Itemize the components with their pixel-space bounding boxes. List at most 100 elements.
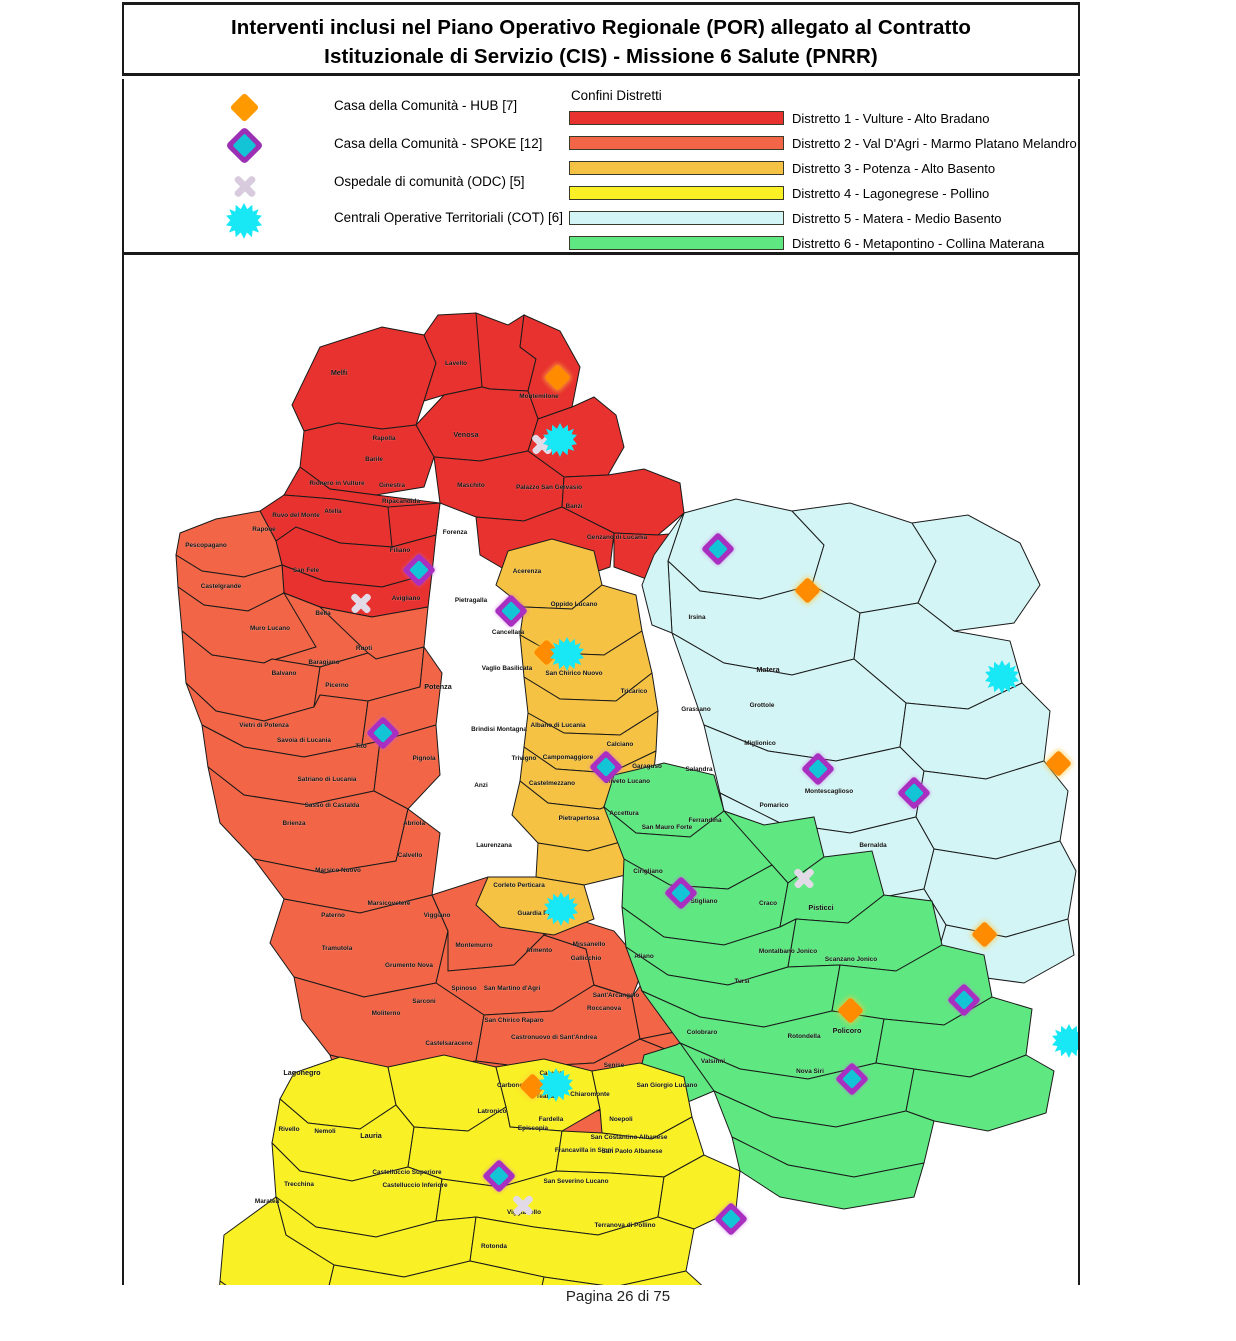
map-town-label: Oliveto Lucano [604,778,650,785]
map-town-label: Filiano [390,547,411,554]
legend-item-spoke: Casa della Comunità - SPOKE [12] [124,126,554,165]
map-town-label: Montemurro [455,942,492,949]
map-town-label: Venosa [453,430,479,439]
map-town-label: Lauria [360,1131,383,1140]
map-town-label: Tramutola [322,945,353,952]
map-town-label: Barile [365,456,383,463]
legend-item-district-1: Distretto 1 - Vulture - Alto Bradano [124,109,990,131]
legend-label-odc: Ospedale di comunità (ODC) [5] [334,174,525,189]
map-town-label: San Chirico Raparo [484,1017,543,1024]
district-2-swatch [569,136,784,150]
map-town-label: Tito [355,743,367,750]
map-town-label: Fardella [539,1116,564,1123]
legend-item-cot: Centrali Operative Territoriali (COT) [6… [124,203,563,239]
district-5-label: Distretto 5 - Matera - Medio Basento [792,211,1002,226]
map-town-label: Missanello [573,941,606,948]
map-town-label: Maschito [457,482,485,489]
map-town-label: Chiaromonte [570,1091,610,1098]
map-town-label: Pietragalla [455,597,488,604]
map-town-label: Trivigno [512,755,537,762]
map-town-label: Terranova di Pollino [595,1222,656,1229]
map-town-label: Spinoso [451,985,476,992]
map-town-label: Moliterno [372,1010,401,1017]
map-town-label: Ferrandina [688,817,721,824]
map-town-label: Pisticci [808,903,833,912]
map-town-label: Paterno [321,912,345,919]
map-town-label: San Severino Lucano [544,1178,609,1185]
map-town-label: Marsicovetere [368,900,411,907]
map-town-label: Senise [604,1062,625,1069]
title-line-1: Interventi inclusi nel Piano Operativo R… [230,16,972,39]
map-town-label: Montescaglioso [805,788,853,795]
map-town-label: Ripacandida [382,498,420,505]
page-footer: Pagina 26 di 75 [565,1288,671,1305]
title-line-2: Istituzionale di Servizio (CIS) - Missio… [324,45,878,68]
map-town-label: Rivello [279,1126,300,1133]
map-town-label: Rapolla [372,435,396,442]
map-town-label: Francavilla in Sinni [555,1147,613,1154]
map-town-label: Vaglio Basilicata [482,665,533,672]
map-town-label: Trecchina [284,1181,314,1188]
map-town-label: Sasso di Castalda [305,802,360,809]
map-town-label: Garaguso [632,763,662,770]
map-town-label: Noepoli [609,1116,633,1123]
map-town-label: Colobraro [687,1029,718,1036]
district-1-swatch [569,111,784,125]
map-town-label: Acerenza [513,568,542,575]
map-town-label: Forenza [443,529,468,536]
map-town-label: San Mauro Forte [642,824,693,831]
map-town-label: Grassano [681,706,711,713]
legend-item-odc: Ospedale di comunità (ODC) [5] [124,167,554,201]
map-town-label: Muro Lucano [250,625,290,632]
map-town-label: Montalbano Jonico [759,948,817,955]
map-town-label: Campomaggiore [543,754,594,761]
map-town-label: Viggiano [424,912,451,919]
map-town-label: San Fele [293,567,320,574]
map-town-label: Grottole [750,702,775,709]
legend-item-district-2: Distretto 2 - Val D'Agri - Marmo Platano… [124,134,1077,156]
map-town-label: Satriano di Lucania [298,776,357,783]
marker-odc-muro-lucano[interactable] [348,592,374,615]
legend-item-hub: Casa della Comunità - HUB [7] [124,91,554,125]
map-town-label: Maratea [255,1198,280,1205]
legend-label-hub: Casa della Comunità - HUB [7] [334,98,518,113]
map-town-label: Calciano [607,741,634,748]
district-1-label: Distretto 1 - Vulture - Alto Bradano [792,111,990,126]
map-town-label: Castelgrande [201,583,242,590]
map-town-label: Potenza [424,682,453,691]
map-town-label: Albano di Lucania [530,722,585,729]
legend-label-cot: Centrali Operative Territoriali (COT) [6… [334,210,563,225]
marker-odc-stigliano[interactable] [791,867,817,890]
map-town-label: Rotondella [787,1033,820,1040]
map-town-label: Grumento Nova [385,962,433,969]
map-town-label: Tricarico [621,688,648,695]
map-town-label: Guardia Perticara [517,910,571,917]
map-town-label: Abriola [403,820,425,827]
map-town-label: Cirigliano [633,868,663,875]
map-town-label: Episcopia [518,1125,549,1132]
legend-item-district-3: Distretto 3 - Potenza - Alto Basento [124,159,995,181]
map-town-label: Balvano [272,670,297,677]
legend-label-spoke: Casa della Comunità - SPOKE [12] [334,136,543,151]
district-3-label: Distretto 3 - Potenza - Alto Basento [792,161,996,176]
map-town-label: Oppido Lucano [551,601,598,608]
map-town-label: Genzano di Lucania [587,534,648,541]
map-town-label: Carbone [497,1082,523,1089]
map-town-label: Rionero in Vulture [309,480,365,487]
map-town-label: Pescopagano [185,542,227,549]
map-town-label: San Martino d'Agri [484,985,541,992]
map-town-label: Bernalda [859,842,887,849]
map-town-label: Baragiano [308,659,339,666]
map-town-label: Latronico [477,1108,506,1115]
marker-odc-maratea[interactable] [510,1194,536,1217]
map-town-label: Armento [526,947,552,954]
legend-item-district-5: Distretto 5 - Matera - Medio Basento [124,209,1002,231]
map-town-label: Pomarico [759,802,788,809]
map-town-label: Corleto Perticara [493,882,545,889]
map-town-label: Banzi [565,503,582,510]
map-town-label: Stigliano [691,898,718,905]
map-town-label: Castelluccio Inferiore [383,1182,448,1189]
legend-item-district-4: Distretto 4 - Lagonegrese - Pollino [124,184,989,206]
map-town-label: Matera [756,665,780,674]
